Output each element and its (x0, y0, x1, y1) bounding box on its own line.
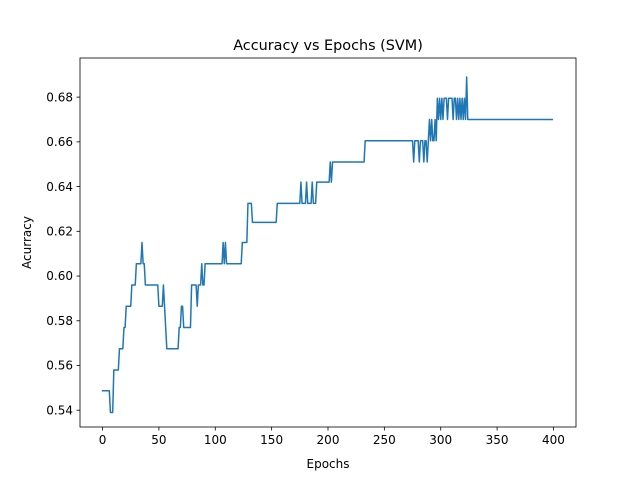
plot-frame (79, 57, 577, 428)
y-tick-label: 0.68 (46, 90, 73, 104)
series-layer (101, 76, 554, 414)
y-tick-label: 0.60 (46, 269, 73, 283)
y-axis-label: Acurracy (20, 216, 34, 269)
x-axis-label: Epochs (307, 457, 350, 471)
x-tick-label: 250 (373, 433, 396, 447)
y-tick-label: 0.56 (46, 359, 73, 373)
y-tick-label: 0.64 (46, 180, 73, 194)
x-tick-label: 150 (260, 433, 283, 447)
x-tick-label: 0 (99, 433, 107, 447)
x-axis-ticks: 0 50 100 150 200 250 300 350 400 (99, 427, 565, 447)
x-tick-label: 200 (317, 433, 340, 447)
x-tick-label: 100 (204, 433, 227, 447)
y-axis-ticks: 0.54 0.56 0.58 0.60 0.62 0.64 0.66 0.68 (46, 90, 80, 417)
x-tick-label: 50 (151, 433, 166, 447)
x-tick-label: 400 (542, 433, 565, 447)
y-tick-label: 0.62 (46, 225, 73, 239)
plot-area (80, 58, 576, 427)
y-tick-label: 0.54 (46, 403, 73, 417)
chart-title: Accuracy vs Epochs (SVM) (233, 38, 423, 54)
y-tick-label: 0.58 (46, 314, 73, 328)
y-tick-label: 0.66 (46, 135, 73, 149)
x-tick-label: 300 (429, 433, 452, 447)
series-line-0 (101, 76, 554, 414)
x-tick-label: 350 (486, 433, 509, 447)
